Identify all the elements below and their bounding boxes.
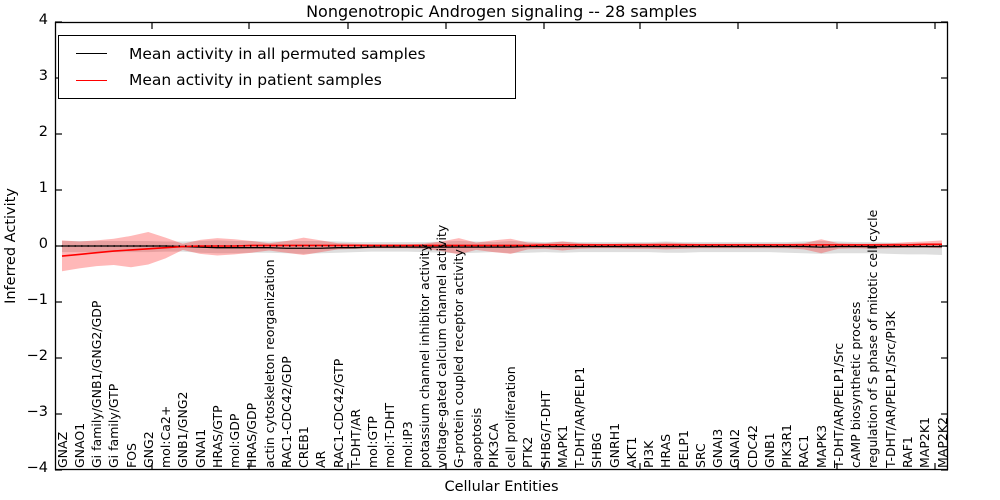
legend-item-permuted: Mean activity in all permuted samples [59,45,515,63]
x-category-label: T-DHT/AR/PELP1/Src/PI3K [882,311,898,468]
x-category-label: GNAO1 [71,422,87,468]
x-category-label: FOS [123,443,139,468]
x-category-label: HRAS [658,433,674,468]
x-category-label: HRAS/GDP [244,402,260,468]
x-category-label: RAC1 [796,434,812,468]
x-category-label: RAC1-CDC42/GDP [278,356,294,468]
x-category-label: PIK3CA [485,423,501,468]
y-tick-label: 3 [38,68,48,84]
x-category-label: mol:T-DHT [382,402,398,468]
y-tick-label: −4 [26,460,48,476]
x-category-label: voltage-gated calcium channel activity [434,224,450,468]
legend-label-patient: Mean activity in patient samples [129,71,382,90]
legend-item-patient: Mean activity in patient samples [59,71,515,89]
x-category-label: AR [313,450,329,468]
x-category-label: GNAI2 [727,428,743,468]
legend: Mean activity in all permuted samples Me… [58,35,516,99]
x-category-label: G-protein coupled receptor activity [451,249,467,468]
x-category-label: Gi family/GTP [106,383,122,468]
x-category-label: mol:GTP [365,416,381,468]
x-category-label: apoptosis [468,407,484,468]
x-category-label: PTK2 [520,436,536,468]
y-tick-label: −2 [26,348,48,364]
x-category-label: potassium channel inhibitor activity [416,243,432,468]
x-category-label: mol:GDP [227,413,243,468]
x-category-label: T-DHT/AR/PELP1 [572,366,588,468]
x-category-label: CREB1 [296,426,312,468]
y-tick-label: 1 [38,180,48,196]
legend-line-permuted-icon [76,53,107,55]
x-category-label: regulation of S phase of mitotic cell cy… [865,209,881,468]
y-tick-label: 2 [38,124,48,140]
x-category-label: mol:Ca2+ [158,405,174,468]
x-category-label: GNAI3 [710,428,726,468]
y-tick-label: 0 [38,236,48,252]
x-category-label: PELP1 [675,430,691,468]
x-category-label: GNRH1 [606,422,622,468]
legend-line-patient-icon [76,79,107,81]
chart-title: Nongenotropic Androgen signaling -- 28 s… [306,2,697,21]
x-category-label: cell proliferation [503,366,519,468]
mean-line-permuted [62,245,942,249]
x-category-label: GNG2 [140,431,156,468]
x-category-label: T-DHT/AR [347,408,363,468]
x-category-label: mol:IP3 [399,421,415,468]
x-axis-label: Cellular Entities [444,479,559,495]
x-category-label: MAP2K2 [934,417,950,468]
x-category-label: actin cytoskeleton reorganization [261,259,277,468]
legend-label-permuted: Mean activity in all permuted samples [129,44,426,63]
x-category-label: SRC [692,443,708,468]
y-tick-label: −1 [26,292,48,308]
y-tick-label: 4 [38,12,48,28]
x-category-label: MAPK1 [554,424,570,468]
x-category-label: GNAZ [54,431,70,468]
mean-line-patient [61,243,942,257]
x-category-label: PIK3R1 [779,423,795,468]
x-category-label: MAP2K1 [917,417,933,468]
x-category-label: cAMP biosynthetic process [848,301,864,468]
x-category-label: CDC42 [744,425,760,468]
x-category-label: GNB1/GNG2 [175,391,191,468]
x-category-label: HRAS/GTP [209,405,225,468]
x-category-label: RAC1-CDC42/GTP [330,358,346,468]
x-category-label: T-DHT/AR/PELP1/Src [830,342,846,468]
x-category-label: MAPK3 [813,424,829,468]
x-category-label: RAF1 [899,436,915,468]
y-tick-label: −3 [26,404,48,420]
x-category-label: SHBG/T-DHT [537,390,553,468]
x-category-label: SHBG [589,432,605,468]
patient-samples-std-band [62,232,942,272]
x-category-label: Gi family/GNB1/GNG2/GDP [89,300,104,468]
x-category-label: GNB1 [761,432,777,468]
x-category-label: AKT1 [623,436,639,468]
x-category-label: PI3K [641,440,657,468]
x-category-label: GNAI1 [192,428,208,468]
